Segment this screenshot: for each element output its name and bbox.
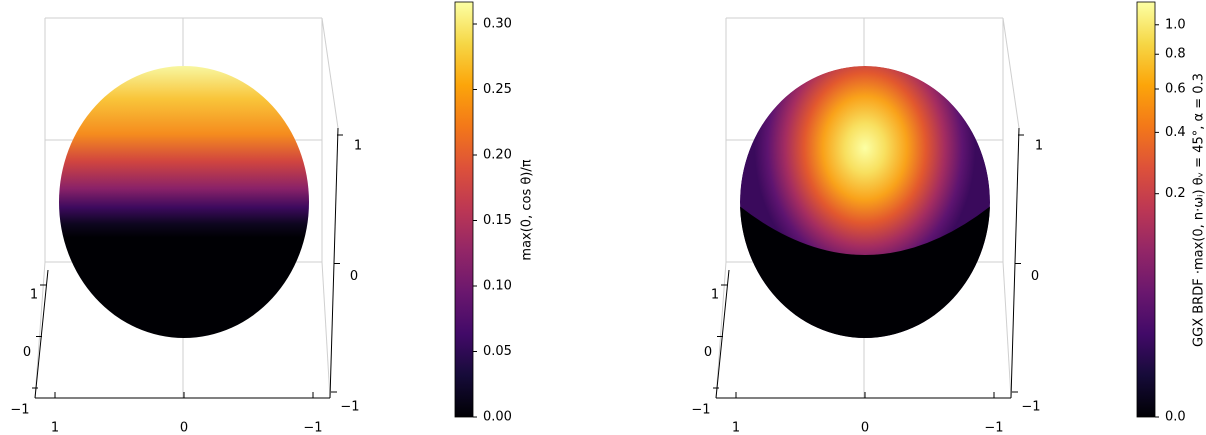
colorbar-tick-label: 0.10 [483, 279, 512, 294]
tick-label: 0 [704, 345, 712, 360]
tick-label: 1 [711, 288, 719, 303]
colorbar-label: max(0, cos θ)/π [520, 159, 535, 260]
colorbar-tick-label: 0.15 [483, 213, 512, 228]
tick-label: −1 [1021, 400, 1040, 415]
pane-line [34, 261, 46, 399]
tick-label: 1 [732, 421, 740, 435]
tick-label: −1 [10, 403, 29, 418]
colorbar [1136, 1, 1156, 418]
colorbar-tick-label: 0.25 [483, 82, 512, 97]
pane-line [321, 17, 339, 129]
colorbar-tick-label: 0.00 [483, 410, 512, 425]
tick-label: 0 [180, 421, 188, 435]
tick-label: 0 [350, 269, 358, 284]
colorbar-tick-label: 0.6 [1165, 81, 1186, 96]
colorbar-tick-label: 0.0 [1165, 410, 1186, 425]
tick-label: 1 [51, 421, 59, 435]
colorbar-tick-label: 0.2 [1165, 186, 1186, 201]
tick-label: 0 [1031, 269, 1039, 284]
colorbar-tick-label: 0.30 [483, 17, 512, 32]
tick-label: −1 [984, 421, 1003, 435]
tick-label: 1 [354, 139, 362, 154]
colorbar-tick-label: 1.0 [1165, 17, 1186, 32]
sphere-surface [59, 66, 309, 338]
sphere-surface [740, 66, 990, 338]
tick-label: −1 [303, 421, 322, 435]
axes-3d: −1 0 1 −1 0 1 −1 0 1 [691, 17, 1043, 435]
colorbar-label: GGX BRDF ·max(0, n·ωᵢ) θᵥ = 45°, α = 0.3 [1192, 73, 1206, 347]
pane-line [715, 261, 727, 399]
colorbar-tick-label: 0.05 [483, 344, 512, 359]
colorbar-tick-label: 0.20 [483, 148, 512, 163]
colorbar-tick-label: 0.8 [1165, 47, 1186, 62]
tick-label: −1 [691, 403, 710, 418]
axis-line [715, 269, 730, 399]
colorbar-tick-label: 0.4 [1165, 125, 1186, 140]
pane-line [1002, 261, 1012, 399]
tick-label: 0 [23, 345, 31, 360]
tick-label: 0 [861, 421, 869, 435]
colorbar [454, 1, 474, 418]
tick-label: −1 [340, 400, 359, 415]
pane-line [1002, 17, 1020, 129]
tick-label: 1 [1035, 139, 1043, 154]
axis-line [34, 269, 49, 399]
pane-line [321, 261, 331, 399]
tick-label: 1 [30, 288, 38, 303]
